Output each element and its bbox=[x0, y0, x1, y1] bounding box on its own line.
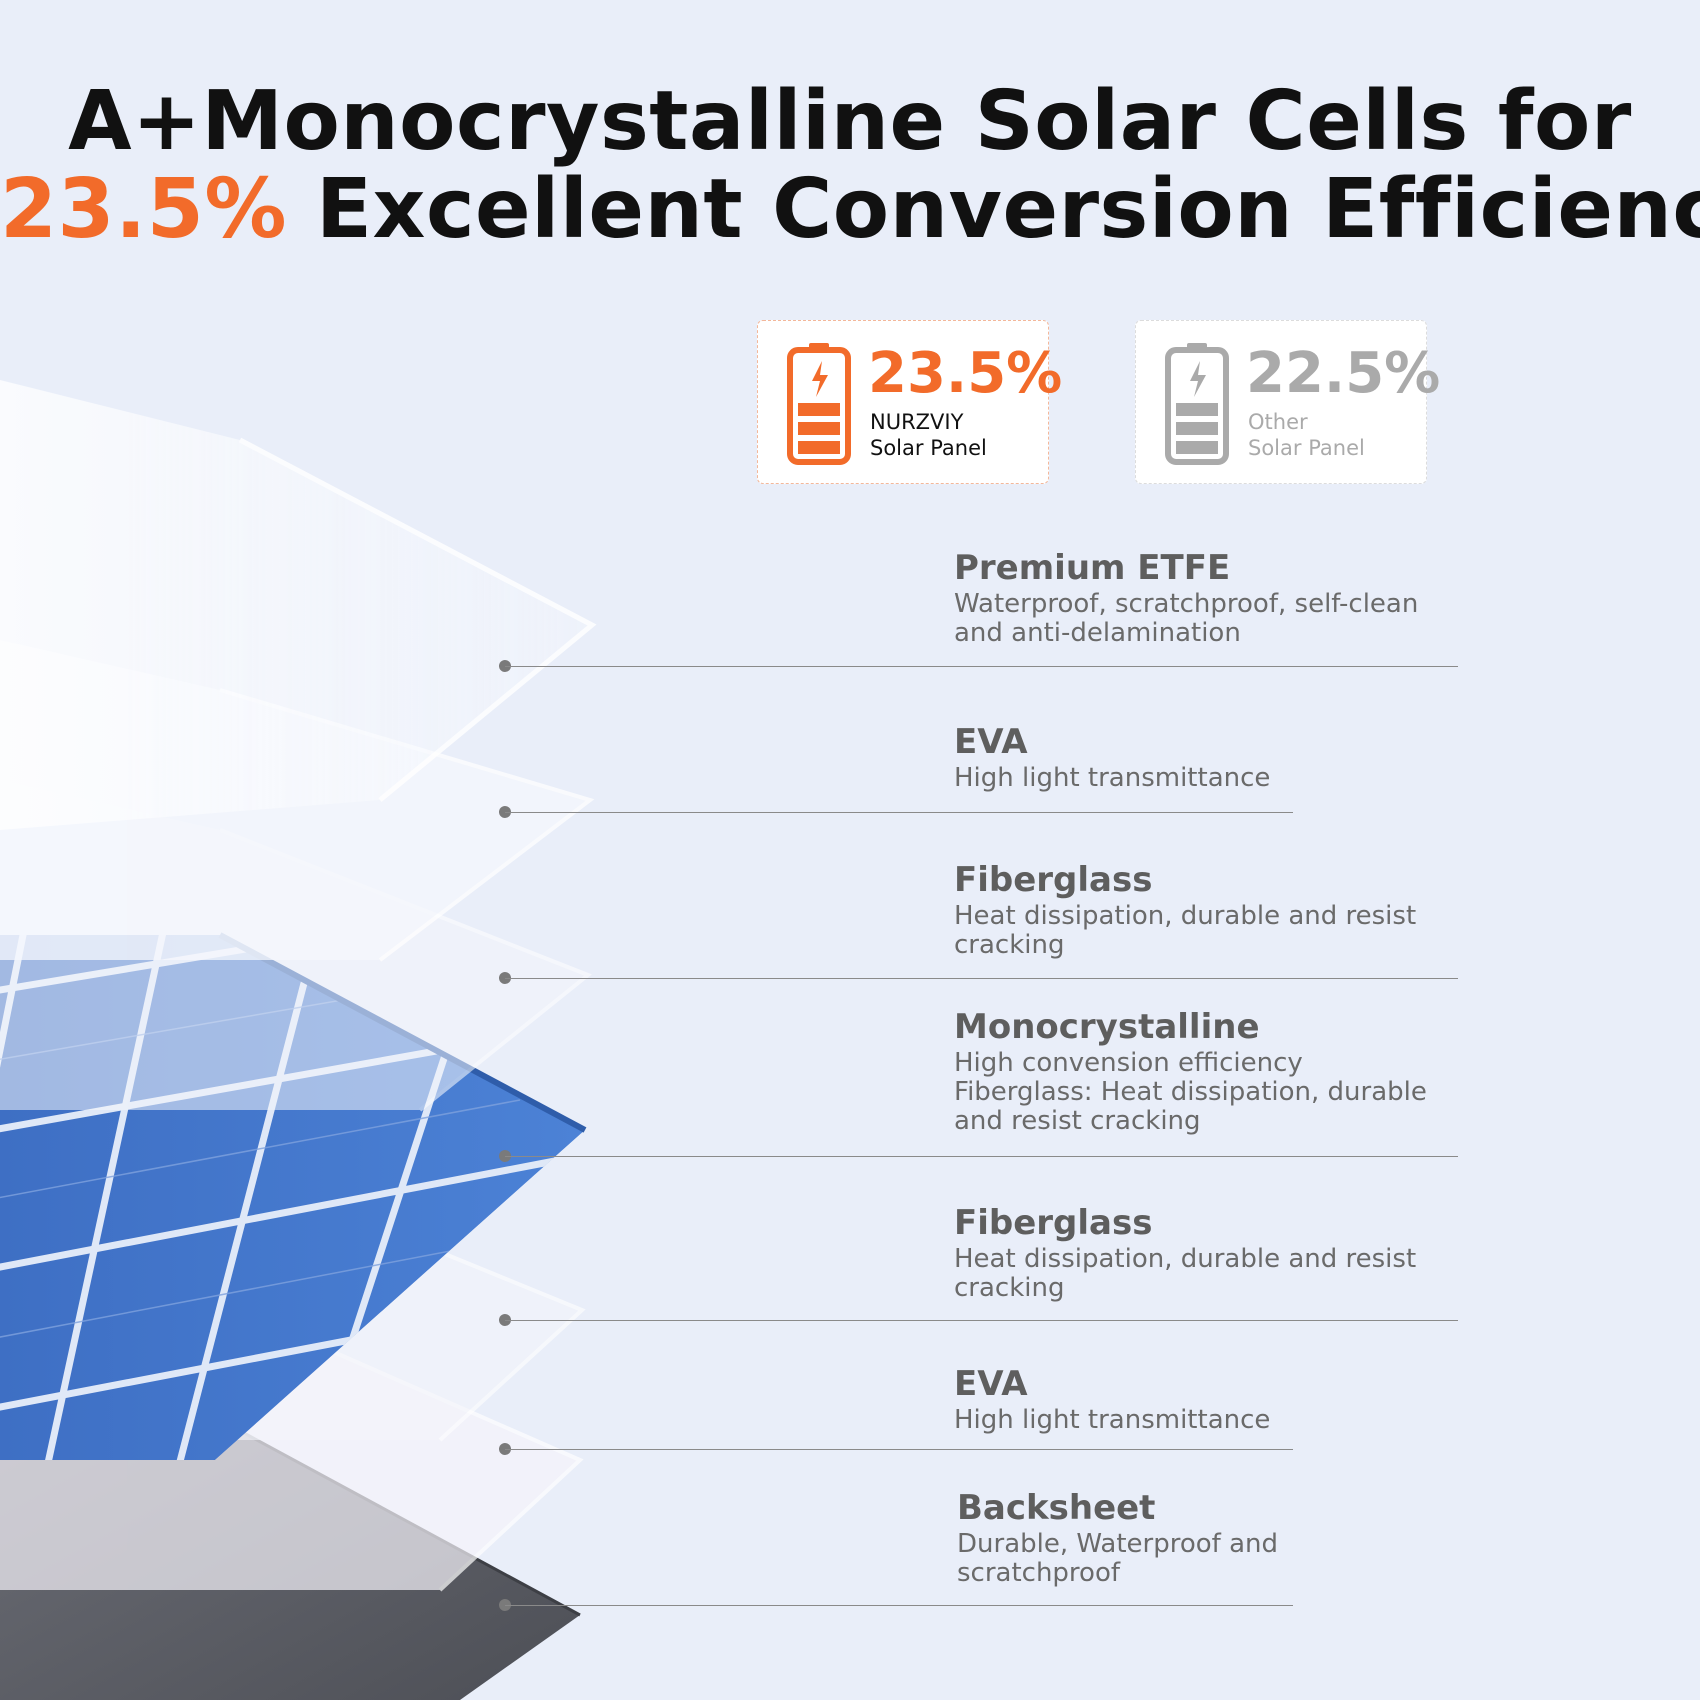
layer-callout-line bbox=[505, 1156, 1458, 1157]
layer-title: Fiberglass bbox=[954, 860, 1153, 900]
layer-callout-line bbox=[505, 978, 1458, 979]
layer-callout: EVA High light transmittance bbox=[954, 1364, 1270, 1435]
layer-description: Heat dissipation, durable and resist crac… bbox=[954, 1245, 1416, 1303]
layer-title: EVA bbox=[954, 722, 1028, 762]
layer-description-line: scratchproof bbox=[957, 1558, 1121, 1588]
efficiency-label: Other Solar Panel bbox=[1248, 409, 1365, 461]
layer-callout: Fiberglass Heat dissipation, durable and … bbox=[954, 1203, 1416, 1303]
other-efficiency-card: 22.5% Other Solar Panel bbox=[1135, 320, 1440, 484]
layer-description-line: Heat dissipation, durable and resist bbox=[954, 901, 1417, 931]
title-accent-percent: 23.5% bbox=[0, 162, 287, 257]
etfe-layer bbox=[0, 380, 597, 830]
layer-description-line: and anti-delamination bbox=[954, 618, 1241, 648]
layer-callout-line bbox=[505, 666, 1458, 667]
layer-description: Waterproof, scratchproof, self-clean and … bbox=[954, 590, 1418, 648]
nurzviy-efficiency-card: 23.5% NURZVIY Solar Panel bbox=[757, 320, 1062, 484]
layer-description: Heat dissipation, durable and resist crac… bbox=[954, 902, 1416, 960]
efficiency-percent: 22.5% bbox=[1246, 341, 1441, 406]
solar-panel-layers-illustration bbox=[0, 380, 597, 1700]
layer-callout-line bbox=[505, 1605, 1293, 1606]
layer-callout: Fiberglass Heat dissipation, durable and … bbox=[954, 860, 1416, 960]
layer-callout: EVA High light transmittance bbox=[954, 722, 1270, 793]
panel-label: Solar Panel bbox=[1248, 436, 1365, 460]
title-line-2: 23.5% Excellent Conversion Efficiency bbox=[0, 166, 1700, 254]
layer-title: Backsheet bbox=[957, 1488, 1156, 1528]
layer-title: Fiberglass bbox=[954, 1203, 1153, 1243]
layer-description-line: High convension efficiency bbox=[954, 1048, 1303, 1078]
battery-charging-icon bbox=[1165, 343, 1229, 465]
layer-description-line: and resist cracking bbox=[954, 1106, 1201, 1136]
layer-description-line: cracking bbox=[954, 1273, 1065, 1303]
layer-callout: Backsheet Durable, Waterproof and scratchp… bbox=[957, 1488, 1278, 1588]
layer-description-line: High light transmittance bbox=[954, 1405, 1271, 1435]
layer-description: Durable, Waterproof and scratchproof bbox=[957, 1530, 1278, 1588]
layer-description: High convension efficiency Fiberglass: He… bbox=[954, 1049, 1427, 1136]
layer-description-line: High light transmittance bbox=[954, 763, 1271, 793]
title-line-2-text: Excellent Conversion Efficiency bbox=[286, 162, 1700, 257]
layer-title: Monocrystalline bbox=[954, 1007, 1260, 1047]
layer-callout: Premium ETFE Waterproof, scratchproof, se… bbox=[954, 548, 1418, 648]
layer-description-line: Durable, Waterproof and bbox=[957, 1529, 1279, 1559]
efficiency-label: NURZVIY Solar Panel bbox=[870, 409, 987, 461]
panel-label: Solar Panel bbox=[870, 436, 987, 460]
layer-callout-line bbox=[505, 1320, 1458, 1321]
layer-description-line: Waterproof, scratchproof, self-clean bbox=[954, 589, 1419, 619]
layer-callout: Monocrystalline High convension efficienc… bbox=[954, 1007, 1427, 1136]
layer-callout-line bbox=[505, 1449, 1293, 1450]
battery-charging-icon bbox=[787, 343, 851, 465]
layer-description-line: cracking bbox=[954, 930, 1065, 960]
layer-description: High light transmittance bbox=[954, 764, 1270, 793]
efficiency-percent: 23.5% bbox=[868, 341, 1063, 406]
page-title: A+Monocrystalline Solar Cells for 23.5% … bbox=[0, 78, 1700, 254]
layer-title: EVA bbox=[954, 1364, 1028, 1404]
brand-label: NURZVIY bbox=[870, 410, 964, 434]
layer-callout-line bbox=[505, 812, 1293, 813]
layer-description-line: Heat dissipation, durable and resist bbox=[954, 1244, 1417, 1274]
layer-description-line: Fiberglass: Heat dissipation, durable bbox=[954, 1077, 1427, 1107]
brand-label: Other bbox=[1248, 410, 1308, 434]
layer-title: Premium ETFE bbox=[954, 548, 1231, 588]
title-line-1: A+Monocrystalline Solar Cells for bbox=[68, 74, 1632, 169]
layer-description: High light transmittance bbox=[954, 1406, 1270, 1435]
